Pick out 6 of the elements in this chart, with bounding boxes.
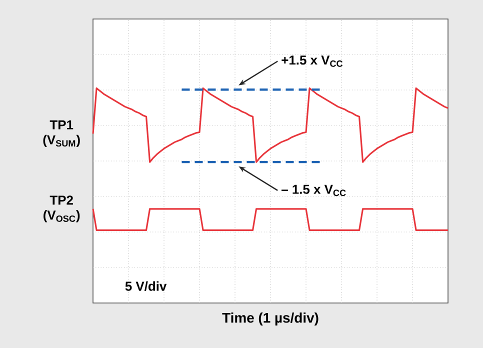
text: +1.5 x V$_{CC}$ [282, 56, 343, 67]
annotation: – 1.5 x V$_{CC}$ [282, 184, 346, 196]
text: 5 V/div [125, 281, 167, 291]
text: Time (1 µs/div) [222, 312, 318, 326]
series-label: TP2 (V$_{OSC}$) [44, 196, 80, 222]
series-label: TP1 (V$_{SUM}$) [43, 120, 80, 147]
